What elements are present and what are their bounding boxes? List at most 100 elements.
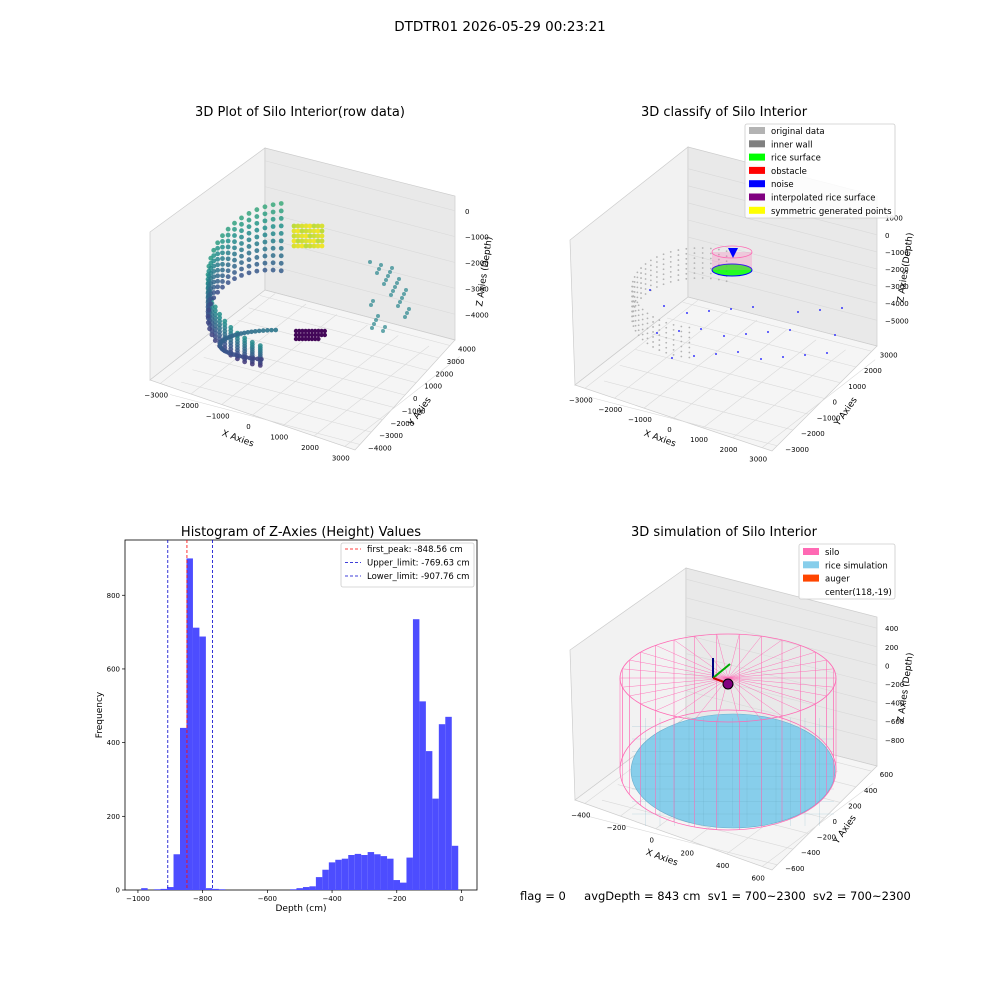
classify-3d-panel: 3D classify of Silo Interior −3000−2000−… <box>569 105 916 464</box>
classify-point <box>701 247 704 249</box>
classify-point <box>725 250 728 253</box>
classify-point <box>644 288 647 290</box>
classify-point <box>646 337 649 340</box>
raw-point <box>299 243 305 249</box>
classify-point <box>637 329 640 332</box>
classify-point <box>652 346 654 348</box>
simulation-legend-swatch-1 <box>803 561 819 569</box>
classify-point <box>636 276 639 279</box>
histogram-x-tick-2: −600 <box>258 895 277 903</box>
raw-point <box>400 296 404 300</box>
classify-legend-label-4: noise <box>771 180 794 190</box>
raw-point <box>303 228 309 234</box>
classify-point <box>685 267 688 270</box>
raw-x-tick-2: −1000 <box>206 413 230 421</box>
raw-z-tick-2: −2000 <box>465 260 489 268</box>
classify-point <box>637 304 640 307</box>
raw-point <box>270 245 276 251</box>
classify-point <box>737 351 739 353</box>
raw-point <box>225 274 231 280</box>
classify-point <box>665 331 668 334</box>
histogram-bar-34 <box>432 798 439 890</box>
histogram-bar-29 <box>400 882 407 890</box>
raw-y-tick-2: −2000 <box>391 420 415 428</box>
classify-point <box>701 257 704 259</box>
classify-point <box>672 323 675 326</box>
classify-point <box>688 341 691 344</box>
classify-point <box>640 267 642 269</box>
classify-point <box>693 267 696 270</box>
classify-point <box>633 291 636 293</box>
raw-point <box>291 228 297 234</box>
classify-point <box>680 325 683 328</box>
histogram-x-tick-5: 0 <box>459 895 463 903</box>
classify-ticks: −3000 −2000 −1000 0 1000 2000 3000 −3000 −2000 −1… <box>569 215 909 464</box>
raw-point <box>246 237 252 243</box>
histogram-bar-12 <box>290 889 297 890</box>
classify-point <box>641 328 644 331</box>
raw-point <box>232 220 237 226</box>
raw-point <box>306 336 311 342</box>
raw-point <box>232 245 237 251</box>
raw-point <box>300 336 305 342</box>
classify-point <box>662 268 665 271</box>
classify-point <box>685 247 688 250</box>
classify-point <box>669 270 672 273</box>
raw-point <box>246 244 252 249</box>
classify-point <box>652 336 654 338</box>
classify-legend-swatch-6 <box>749 206 765 214</box>
raw-point <box>291 238 297 244</box>
histogram-bars <box>141 558 459 890</box>
raw-point <box>220 284 225 290</box>
raw-point <box>377 267 381 271</box>
raw-point <box>393 285 397 289</box>
raw-point <box>273 327 279 333</box>
raw-point <box>322 332 327 338</box>
cls-y-tick-0: −3000 <box>785 446 809 454</box>
raw-point <box>215 273 221 279</box>
classify-point <box>701 252 704 254</box>
cls-x-tick-2: −1000 <box>628 416 652 424</box>
cls-x-tick-5: 2000 <box>720 446 738 454</box>
raw-point <box>225 238 231 244</box>
classify-point <box>637 319 640 322</box>
raw-point <box>254 268 260 274</box>
raw-point <box>215 289 221 295</box>
classify-point <box>715 353 717 355</box>
raw-point <box>311 228 317 234</box>
raw-point <box>278 216 284 221</box>
raw-point <box>297 328 302 334</box>
classify-point <box>656 261 658 263</box>
histogram-bar-18 <box>328 862 336 890</box>
classify-point <box>644 283 647 285</box>
sim-z-tick-1: 200 <box>885 644 898 652</box>
raw-point <box>239 215 244 221</box>
classify-point <box>669 280 672 283</box>
sim-y-tick-6: 600 <box>880 771 893 779</box>
raw-point <box>255 356 260 362</box>
raw-point <box>291 243 297 249</box>
classify-point <box>745 333 747 335</box>
classify-point <box>636 296 639 299</box>
classify-point <box>662 273 665 276</box>
classify-legend-swatch-5 <box>749 193 765 201</box>
histogram-bar-16 <box>315 877 323 890</box>
raw-point <box>313 332 318 338</box>
cls-z-tick-4: −3000 <box>885 283 909 291</box>
classify-point <box>826 352 828 354</box>
sim-x-tick-5: 600 <box>751 875 764 883</box>
cls-y-tick-4: 1000 <box>848 383 866 391</box>
raw-z-tick-4: −4000 <box>465 311 489 319</box>
raw-point <box>239 221 244 227</box>
raw-point <box>225 280 231 285</box>
raw-point <box>211 247 217 253</box>
histogram-bar-1 <box>154 889 161 890</box>
raw-point <box>243 355 249 360</box>
histogram-title: Histogram of Z-Axies (Height) Values <box>181 525 421 540</box>
classify-point <box>709 277 712 280</box>
classify-legend-label-6: symmetric generated points <box>771 207 892 217</box>
raw-point <box>389 293 393 297</box>
raw-point <box>232 226 237 232</box>
raw-point <box>291 223 297 229</box>
classify-point <box>633 281 636 283</box>
